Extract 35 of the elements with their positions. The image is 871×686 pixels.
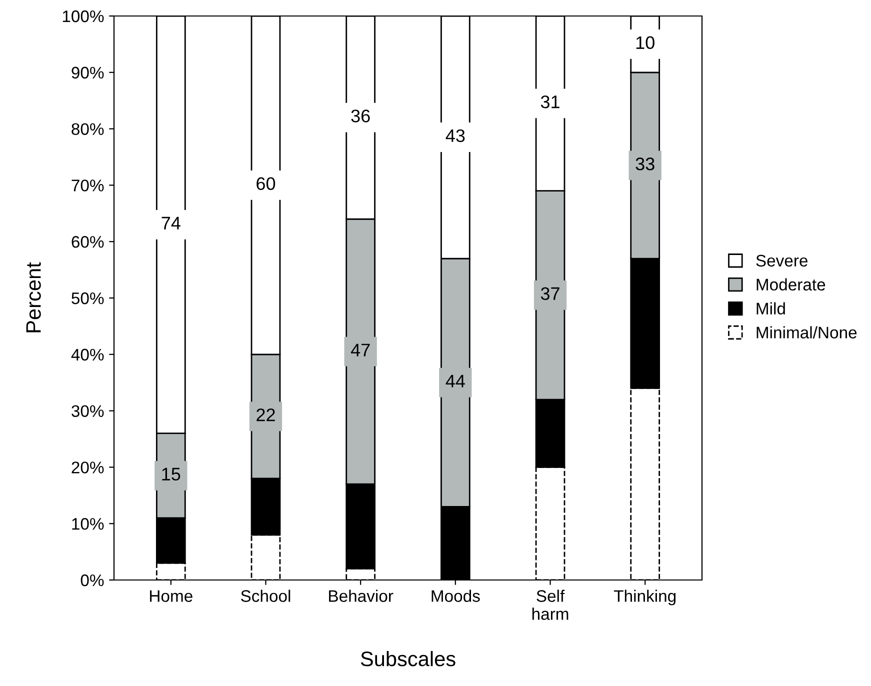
- x-tick-label: Thinking: [614, 590, 676, 606]
- x-tick-label: Home: [150, 590, 192, 602]
- y-tick-label: 30%: [72, 405, 104, 418]
- x-tick-label: Moods: [432, 590, 480, 602]
- y-tick-label: 100%: [62, 10, 104, 22]
- y-tick-label: 70%: [72, 180, 104, 192]
- y-tick-label: 80%: [72, 123, 104, 136]
- x-tick-label: Behavior: [329, 590, 394, 602]
- x-tick-label: Self harm: [532, 590, 568, 620]
- x-axis-title: Subscales: [360, 650, 456, 666]
- y-tick-label: 0%: [80, 574, 104, 586]
- legend-label: Moderate: [756, 278, 826, 291]
- data-label: 44: [446, 374, 465, 388]
- data-label: 33: [636, 158, 654, 170]
- y-tick-label: 50%: [72, 292, 104, 304]
- data-label: 31: [540, 95, 560, 108]
- legend-label: Mild: [756, 302, 785, 314]
- legend-label: Severe: [756, 254, 808, 267]
- y-axis-title: Percent: [26, 262, 41, 332]
- data-label: 22: [256, 408, 275, 422]
- y-tick-label: 20%: [72, 462, 104, 474]
- data-label: 10: [636, 36, 654, 50]
- data-label: 60: [256, 177, 276, 190]
- y-tick-label: 90%: [72, 66, 104, 79]
- y-tick-label: 60%: [72, 236, 104, 248]
- data-label: 37: [540, 287, 560, 300]
- legend-label: Minimal/None: [756, 326, 857, 338]
- data-label: 47: [350, 344, 370, 356]
- data-label: 43: [446, 129, 465, 142]
- y-tick-label: 40%: [71, 348, 104, 361]
- y-tick-label: 10%: [72, 518, 104, 530]
- data-label: 36: [351, 110, 370, 122]
- data-label: 74: [162, 216, 180, 230]
- data-label: 15: [162, 468, 180, 481]
- x-tick-label: School: [241, 590, 290, 602]
